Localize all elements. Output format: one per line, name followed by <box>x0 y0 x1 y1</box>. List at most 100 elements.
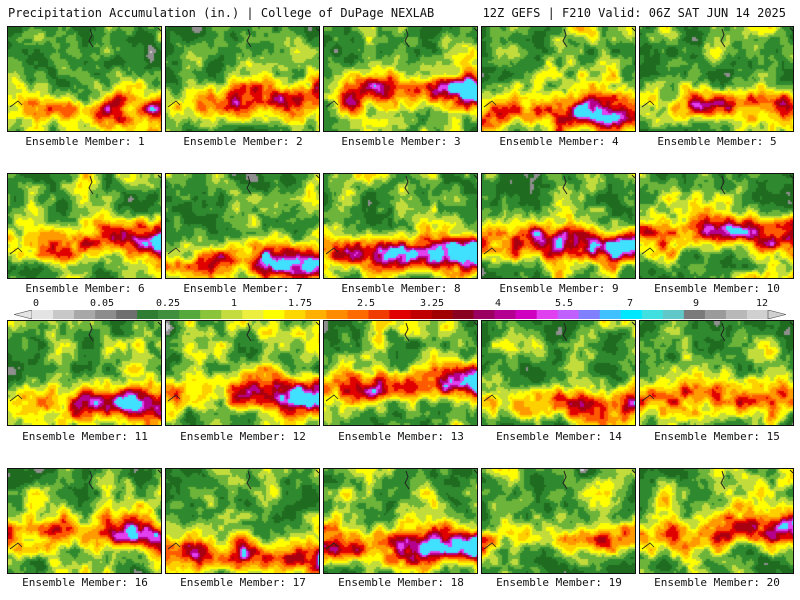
ensemble-member-map <box>323 26 478 132</box>
coastline-outline <box>9 27 161 108</box>
colorbar-tick-label: 7 <box>626 298 634 309</box>
colorbar-tick-label: 1.75 <box>287 298 313 309</box>
colorbar-cell <box>305 310 327 319</box>
colorbar-cell <box>725 310 748 319</box>
coastline-outline <box>9 469 161 550</box>
coastline-outline <box>167 174 319 255</box>
colorbar-tick-label: 0 <box>32 298 40 309</box>
colorbar-tick-label: 2.5 <box>356 298 376 309</box>
member-label: Ensemble Member: 6 <box>25 282 145 295</box>
colorbar-cell <box>578 310 601 319</box>
precip-colorbar <box>14 310 786 319</box>
coastline-outline <box>325 469 477 550</box>
ensemble-member-map <box>7 26 162 132</box>
colorbar-cell <box>494 310 516 319</box>
colorbar-tick-label: 4 <box>494 298 502 309</box>
member-label: Ensemble Member: 16 <box>22 576 148 589</box>
colorbar-cell <box>53 310 75 319</box>
coastline-outline <box>325 321 477 402</box>
ensemble-member-map <box>481 320 636 426</box>
member-label: Ensemble Member: 5 <box>657 135 777 148</box>
colorbar-cell <box>368 310 390 319</box>
colorbar-cell <box>242 310 264 319</box>
precip-field <box>324 27 477 131</box>
coastline-outline <box>641 321 793 402</box>
colorbar-tick-label: 9 <box>692 298 700 309</box>
coastline-outline <box>483 469 635 550</box>
colorbar-cell <box>746 310 769 319</box>
colorbar-cell <box>179 310 201 319</box>
colorbar-cell <box>32 310 54 319</box>
precip-field <box>640 321 793 425</box>
precip-field <box>640 469 793 573</box>
precip-field <box>166 174 319 278</box>
precip-field <box>166 27 319 131</box>
coastline-outline <box>167 27 319 108</box>
header: Precipitation Accumulation (in.) | Colle… <box>0 0 800 24</box>
run-valid-time: 12Z GEFS | F210 Valid: 06Z SAT JUN 14 20… <box>482 6 786 20</box>
colorbar-cell <box>557 310 580 319</box>
member-label: Ensemble Member: 13 <box>338 430 464 443</box>
member-label: Ensemble Member: 12 <box>180 430 306 443</box>
colorbar-cell <box>116 310 138 319</box>
colorbar-cell <box>137 310 159 319</box>
colorbar-cell <box>389 310 411 319</box>
colorbar-cell <box>284 310 306 319</box>
coastline-outline <box>483 321 635 402</box>
ensemble-member-map <box>481 468 636 574</box>
coastline-outline <box>641 469 793 550</box>
precip-field <box>8 174 161 278</box>
ensemble-member-map <box>639 468 794 574</box>
precip-field <box>8 321 161 425</box>
precip-field <box>8 27 161 131</box>
coastline-outline <box>325 174 477 255</box>
product-title: Precipitation Accumulation (in.) | Colle… <box>8 6 435 20</box>
precip-field <box>640 27 793 131</box>
precip-field <box>482 174 635 278</box>
colorbar-cell <box>263 310 285 319</box>
coastline-outline <box>641 27 793 108</box>
ensemble-member-map <box>323 173 478 279</box>
ensemble-member-map <box>323 468 478 574</box>
colorbar-tick-label: 0.25 <box>155 298 181 309</box>
member-label: Ensemble Member: 9 <box>499 282 619 295</box>
ensemble-member-map <box>165 468 320 574</box>
precip-field <box>482 469 635 573</box>
ensemble-member-map <box>639 320 794 426</box>
colorbar-cell <box>599 310 622 319</box>
colorbar-cell <box>410 310 432 319</box>
member-label: Ensemble Member: 7 <box>183 282 303 295</box>
coastline-outline <box>167 321 319 402</box>
colorbar-cell <box>347 310 369 319</box>
ensemble-member-map <box>481 26 636 132</box>
precip-field <box>640 174 793 278</box>
precip-field <box>166 321 319 425</box>
member-label: Ensemble Member: 15 <box>654 430 780 443</box>
member-label: Ensemble Member: 3 <box>341 135 461 148</box>
colorbar-cell <box>641 310 664 319</box>
precip-field <box>8 469 161 573</box>
coastline-outline <box>9 174 161 255</box>
ensemble-member-map <box>7 468 162 574</box>
colorbar-max-arrow <box>767 310 786 319</box>
coastline-outline <box>167 469 319 550</box>
ensemble-member-map <box>165 173 320 279</box>
coastline-outline <box>641 174 793 255</box>
coastline-outline <box>9 321 161 402</box>
colorbar-min-arrow <box>14 310 33 319</box>
member-label: Ensemble Member: 2 <box>183 135 303 148</box>
ensemble-member-map <box>323 320 478 426</box>
colorbar-tick-label: 0.05 <box>89 298 115 309</box>
member-label: Ensemble Member: 17 <box>180 576 306 589</box>
ensemble-member-map <box>7 173 162 279</box>
colorbar-cell <box>95 310 117 319</box>
ensemble-member-map <box>639 26 794 132</box>
ensemble-member-map <box>165 26 320 132</box>
ensemble-member-map <box>165 320 320 426</box>
member-label: Ensemble Member: 8 <box>341 282 461 295</box>
precip-field <box>166 469 319 573</box>
coastline-outline <box>483 174 635 255</box>
member-label: Ensemble Member: 14 <box>496 430 622 443</box>
precip-field <box>482 321 635 425</box>
member-label: Ensemble Member: 10 <box>654 282 780 295</box>
